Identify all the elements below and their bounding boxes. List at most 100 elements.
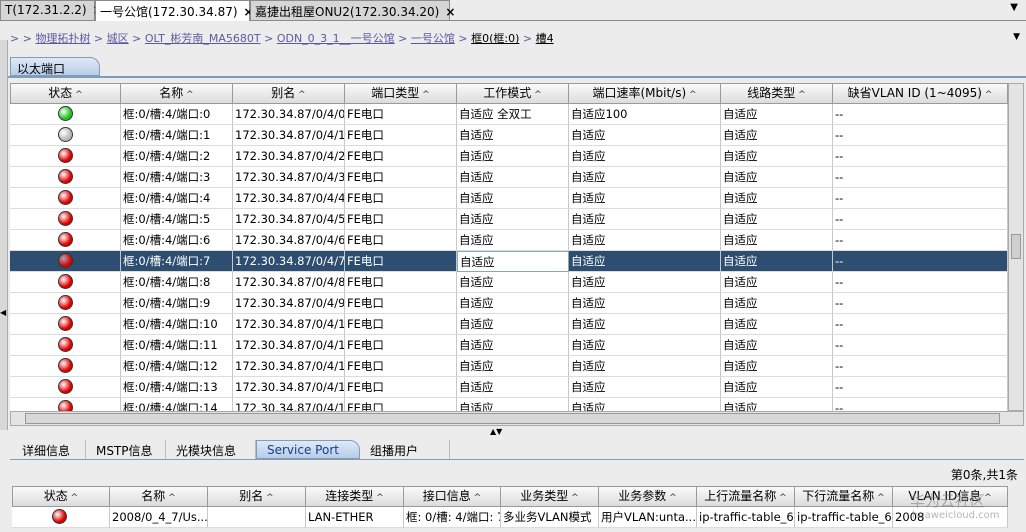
table-cell[interactable]: -- [833,230,1008,251]
table-cell[interactable]: 自适应 [569,293,721,314]
table-cell[interactable]: 框:0/槽:4/端口:6 [121,230,233,251]
table-cell[interactable]: 自适应 [457,314,569,335]
table-cell[interactable]: 框:0/槽:4/端口:7 [121,251,233,272]
table-cell[interactable]: 自适应 [457,167,569,188]
table-cell[interactable]: 自适应 [569,230,721,251]
scroll-thumb[interactable] [1011,234,1021,259]
table-cell[interactable]: 自适应 [457,398,569,411]
table-cell[interactable]: 自适应 [569,377,721,398]
table-cell[interactable]: 172.30.34.87/0/4/2 [233,146,345,167]
table-cell[interactable]: 172.30.34.87/0/4/13 [233,377,345,398]
table-cell[interactable]: FE电口 [345,125,457,146]
table-cell[interactable]: FE电口 [345,230,457,251]
table-cell[interactable]: -- [833,377,1008,398]
table-cell[interactable]: 自适应 [569,188,721,209]
column-header[interactable]: 上行流量名称 [697,486,795,507]
table-cell[interactable] [208,507,306,528]
table-cell[interactable]: 172.30.34.87/0/4/0 [233,104,345,125]
table-cell[interactable]: 自适应 [721,356,833,377]
table-cell[interactable]: 172.30.34.87/0/4/7 [233,251,345,272]
table-cell[interactable]: 框:0/槽:4/端口:5 [121,209,233,230]
table-cell[interactable]: -- [833,272,1008,293]
table-cell[interactable]: -- [833,125,1008,146]
table-cell[interactable]: -- [833,188,1008,209]
table-cell[interactable]: 自适应 [569,356,721,377]
table-cell[interactable]: FE电口 [345,293,457,314]
tab-close[interactable]: × [445,5,456,19]
table-cell[interactable]: LAN-ETHER [306,507,404,528]
table-cell[interactable]: 2008/0_4_7/Us... [110,507,208,528]
table-cell[interactable]: 框:0/槽:4/端口:0 [121,104,233,125]
table-cell[interactable]: 框:0/槽:4/端口:10 [121,314,233,335]
table-cell[interactable]: 自适应 [457,335,569,356]
table-cell[interactable]: ip-traffic-table_6 [795,507,893,528]
table-cell[interactable]: 172.30.34.87/0/4/9 [233,293,345,314]
column-header[interactable]: 别名 [233,83,345,104]
table-cell[interactable]: 172.30.34.87/0/4/14 [233,398,345,411]
breadcrumb-menu[interactable]: ▼ [1013,32,1020,42]
table-cell[interactable]: 自适应 [721,272,833,293]
column-header[interactable]: 业务参数 [599,486,697,507]
table-cell[interactable]: 自适应 [457,188,569,209]
table-cell[interactable]: 自适应 [721,335,833,356]
table-cell[interactable]: 自适应 [569,167,721,188]
tab[interactable]: T(172.31.2.2)× [0,0,103,21]
table-cell[interactable]: FE电口 [345,209,457,230]
table-cell[interactable]: 自适应 [721,125,833,146]
table-cell[interactable]: 自适应 [457,377,569,398]
table-cell[interactable]: 自适应 [721,104,833,125]
table-cell[interactable]: 自适应 [457,251,569,272]
column-header[interactable]: 名称 [110,486,208,507]
table-cell[interactable]: 自适应 [721,251,833,272]
panel-tab[interactable]: 以太端口 [10,57,100,76]
table-cell[interactable]: 自适应 [721,293,833,314]
table-cell[interactable]: FE电口 [345,146,457,167]
breadcrumb-item[interactable]: 城区 [106,32,129,45]
scroll-thumb[interactable] [25,413,1000,424]
breadcrumb-item[interactable]: 框0(框:0) [471,32,520,45]
table-cell[interactable]: 172.30.34.87/0/4/8 [233,272,345,293]
table-cell[interactable]: FE电口 [345,104,457,125]
column-header[interactable]: 接口信息 [404,486,501,507]
tab-menu-arrow[interactable]: ▼ [1010,2,1018,13]
column-header[interactable]: 状态 [10,83,121,104]
table-cell[interactable]: 172.30.34.87/0/4/1 [233,125,345,146]
column-header[interactable]: 端口类型 [345,83,457,104]
detail-tab[interactable]: 详细信息 [12,440,86,459]
table-cell[interactable]: -- [833,104,1008,125]
table-cell[interactable]: -- [833,314,1008,335]
breadcrumb-item[interactable]: 槽4 [535,32,554,45]
table-cell[interactable]: 172.30.34.87/0/4/10 [233,314,345,335]
table-cell[interactable]: 多业务VLAN模式 [501,507,599,528]
tab[interactable]: 嘉捷出租屋ONU2(172.30.34.20) × [250,0,455,21]
column-header[interactable]: 别名 [208,486,306,507]
table-cell[interactable]: 自适应 [721,209,833,230]
table-cell[interactable]: 自适应 [569,209,721,230]
column-header[interactable]: 业务类型 [501,486,599,507]
table-cell[interactable]: 自适应 [569,398,721,411]
table-cell[interactable]: 2008 [893,507,1008,528]
column-header[interactable]: 缺省VLAN ID (1~4095) [833,83,1008,104]
table-cell[interactable]: 自适应 [721,377,833,398]
table-cell[interactable]: 自适应 [569,272,721,293]
table-cell[interactable]: 自适应 [569,251,721,272]
table-cell[interactable]: 172.30.34.87/0/4/6 [233,230,345,251]
horizontal-scrollbar[interactable] [10,411,1024,426]
table-cell[interactable]: 自适应100 [569,104,721,125]
table-cell[interactable]: 自适应 [721,167,833,188]
detail-tab[interactable]: MSTP信息 [86,440,166,459]
table-cell[interactable]: -- [833,335,1008,356]
table-cell[interactable]: 172.30.34.87/0/4/4 [233,188,345,209]
tab-close[interactable]: × [243,5,254,19]
table-cell[interactable]: FE电口 [345,335,457,356]
breadcrumb-item[interactable]: 物理拓扑树 [35,32,91,45]
table-cell[interactable]: 自适应 [569,125,721,146]
table-cell[interactable]: 框:0/槽:4/端口:12 [121,356,233,377]
breadcrumb-item[interactable]: OLT_彬芳南_MA5680T [144,32,261,45]
table-cell[interactable]: 框:0/槽:4/端口:9 [121,293,233,314]
table-cell[interactable]: 自适应 [721,314,833,335]
column-header[interactable]: 状态 [12,486,110,507]
table-cell[interactable]: FE电口 [345,377,457,398]
table-cell[interactable]: FE电口 [345,188,457,209]
table-cell[interactable]: 框:0/槽:4/端口:3 [121,167,233,188]
